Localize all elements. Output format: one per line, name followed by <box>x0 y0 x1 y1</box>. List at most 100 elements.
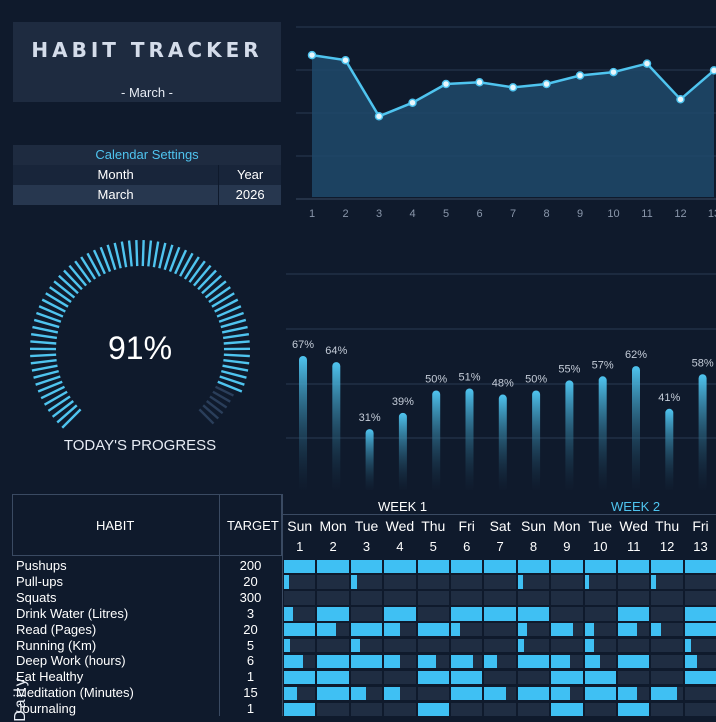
habit-cell-fill <box>685 655 698 668</box>
habit-cell[interactable] <box>585 591 616 604</box>
habit-cell[interactable] <box>685 703 716 716</box>
habit-cell[interactable] <box>651 591 682 604</box>
habit-cell[interactable] <box>685 591 716 604</box>
habit-cell[interactable] <box>384 671 415 684</box>
habit-cell[interactable] <box>317 639 348 652</box>
habit-cell[interactable] <box>384 703 415 716</box>
habit-cell[interactable] <box>551 591 582 604</box>
bar-data-label: 31% <box>359 412 381 424</box>
x-tick-label: 12 <box>674 208 686 220</box>
gauge-tick <box>75 261 90 282</box>
habit-cell[interactable] <box>418 575 449 588</box>
habit-cell[interactable] <box>484 639 515 652</box>
bar-data-label: 62% <box>625 349 647 361</box>
data-point <box>543 81 550 88</box>
habit-cell[interactable] <box>284 591 315 604</box>
habit-cell[interactable] <box>351 607 382 620</box>
habit-cell[interactable] <box>551 575 582 588</box>
habit-cell[interactable] <box>518 703 549 716</box>
habit-cell[interactable] <box>618 591 649 604</box>
habit-cell[interactable] <box>451 591 482 604</box>
habit-cell[interactable] <box>418 687 449 700</box>
bar <box>565 380 573 490</box>
habit-cell[interactable] <box>384 591 415 604</box>
habit-cell[interactable] <box>418 607 449 620</box>
habit-cell-fill <box>451 671 482 684</box>
habit-cell[interactable] <box>484 671 515 684</box>
habit-cell[interactable] <box>685 687 716 700</box>
weekday-header: Mon <box>550 518 583 534</box>
week-divider <box>283 514 716 515</box>
habit-cell[interactable] <box>585 607 616 620</box>
habit-cell-fill <box>384 607 415 620</box>
habit-cell[interactable] <box>618 639 649 652</box>
habit-cell-fill <box>651 623 660 636</box>
habit-cell[interactable] <box>651 655 682 668</box>
habit-cell[interactable] <box>618 671 649 684</box>
year-header: Year <box>218 165 281 185</box>
habit-cell[interactable] <box>317 575 348 588</box>
habit-cell-fill <box>618 607 649 620</box>
habit-cell[interactable] <box>418 639 449 652</box>
header-panel: HABIT TRACKER - March - <box>13 22 281 102</box>
habit-cell-fill <box>618 623 637 636</box>
habit-cell[interactable] <box>651 671 682 684</box>
habit-cell-fill <box>518 575 523 588</box>
bar <box>366 429 374 490</box>
month-select[interactable]: March <box>13 185 218 205</box>
habit-cell[interactable] <box>685 575 716 588</box>
day-number-header: 3 <box>350 539 383 554</box>
habit-cell[interactable] <box>585 575 616 588</box>
daily-completion-bar-chart: 67%64%31%39%50%51%48%50%55%57%62%41%58% <box>286 270 716 490</box>
habit-cell[interactable] <box>518 671 549 684</box>
gauge-tick <box>143 240 144 266</box>
habit-cell[interactable] <box>284 575 315 588</box>
habit-cell-fill <box>484 607 515 620</box>
habit-cell[interactable] <box>551 607 582 620</box>
year-select[interactable]: 2026 <box>218 185 281 205</box>
habit-cell-fill <box>284 687 297 700</box>
habit-cell-fill <box>317 623 336 636</box>
habit-cell-fill <box>284 639 290 652</box>
habit-target: 6 <box>219 653 282 669</box>
habit-cell[interactable] <box>551 639 582 652</box>
habit-cell[interactable] <box>351 591 382 604</box>
data-point <box>443 81 450 88</box>
bar <box>332 362 340 490</box>
habit-cell-fill <box>618 655 649 668</box>
habit-cell[interactable] <box>317 591 348 604</box>
habit-cell-fill <box>585 623 594 636</box>
data-point <box>677 96 684 103</box>
habit-cell[interactable] <box>518 591 549 604</box>
habit-cell[interactable] <box>651 639 682 652</box>
habit-cell[interactable] <box>651 575 682 588</box>
habit-cell-fill <box>384 655 400 668</box>
habit-cell[interactable] <box>317 703 348 716</box>
habit-cell[interactable] <box>351 671 382 684</box>
habit-cell[interactable] <box>651 703 682 716</box>
habit-cell-fill <box>317 607 348 620</box>
habit-cell[interactable] <box>484 575 515 588</box>
day-number-header: 8 <box>517 539 550 554</box>
habit-cell[interactable] <box>484 623 515 636</box>
habit-cell[interactable] <box>384 639 415 652</box>
habit-cell[interactable] <box>585 703 616 716</box>
habit-cell[interactable] <box>484 591 515 604</box>
weekday-header: Sun <box>517 518 550 534</box>
habit-cell[interactable] <box>418 591 449 604</box>
habit-cell[interactable] <box>451 575 482 588</box>
habit-cell[interactable] <box>384 575 415 588</box>
progress-label: TODAY'S PROGRESS <box>20 437 260 454</box>
habit-cell[interactable] <box>451 639 482 652</box>
x-tick-label: 7 <box>510 208 516 220</box>
habit-cell[interactable] <box>618 575 649 588</box>
habit-cell-fill <box>518 623 527 636</box>
habit-cell-fill <box>685 671 716 684</box>
habit-cell[interactable] <box>351 703 382 716</box>
habit-target: 300 <box>219 590 282 606</box>
habit-cell[interactable] <box>484 703 515 716</box>
habit-cell[interactable] <box>451 703 482 716</box>
habit-cell[interactable] <box>518 575 549 588</box>
habit-cell[interactable] <box>651 607 682 620</box>
